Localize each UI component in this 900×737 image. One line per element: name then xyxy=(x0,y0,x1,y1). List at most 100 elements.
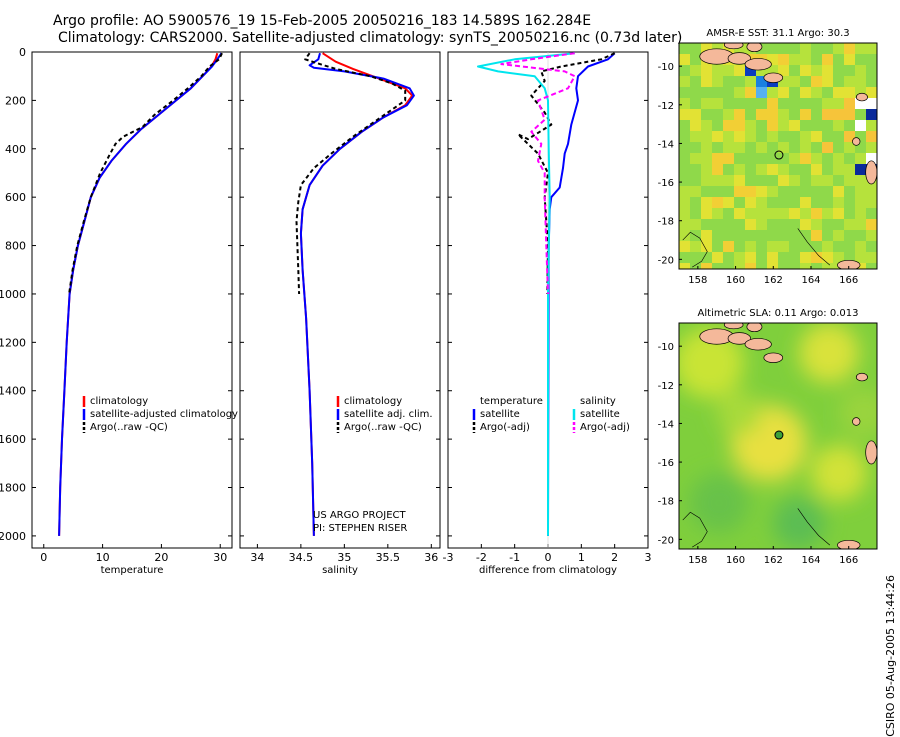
sst-cell xyxy=(712,208,723,219)
sst-cell xyxy=(844,120,855,131)
sst-cell xyxy=(679,43,690,54)
sst-cell xyxy=(811,98,822,109)
sst-cell xyxy=(712,252,723,263)
map-y-tick-label: -18 xyxy=(658,497,674,508)
sst-cell xyxy=(745,153,756,164)
sst-cell xyxy=(844,131,855,142)
sst-cell xyxy=(701,87,712,98)
sst-anomaly-cell xyxy=(855,164,866,175)
sst-cell xyxy=(756,109,767,120)
sst-cell xyxy=(789,109,800,120)
sst-cell xyxy=(690,109,701,120)
sst-cell xyxy=(833,164,844,175)
sst-cell xyxy=(679,175,690,186)
x-tick-label: 1 xyxy=(578,551,585,564)
sst-cell xyxy=(866,120,877,131)
sst-cell xyxy=(800,76,811,87)
legend-label: Argo(..raw -QC) xyxy=(344,422,422,433)
sst-cell xyxy=(789,263,800,269)
sst-cell xyxy=(822,263,833,269)
sst-cell xyxy=(745,87,756,98)
map-frame xyxy=(678,322,878,550)
sst-cell xyxy=(789,186,800,197)
sst-cell xyxy=(701,43,712,54)
sst-cell xyxy=(767,263,778,269)
sst-cell xyxy=(866,252,877,263)
sst-cell xyxy=(679,98,690,109)
sst-cell xyxy=(723,230,734,241)
sst-cell xyxy=(701,142,712,153)
sst-cell xyxy=(767,175,778,186)
y-tick-label: 200 xyxy=(5,94,26,107)
bathymetry-contour xyxy=(797,508,831,546)
x-tick-label: 2 xyxy=(611,551,618,564)
sst-cell xyxy=(789,76,800,87)
sst-anomaly-cell xyxy=(855,120,866,131)
sst-cell xyxy=(778,186,789,197)
sst-cell xyxy=(745,175,756,186)
sst-cell xyxy=(679,142,690,153)
map-y-tick-label: -12 xyxy=(658,101,674,112)
sst-cell xyxy=(822,87,833,98)
sst-cell xyxy=(789,98,800,109)
sst-cell xyxy=(844,98,855,109)
x-tick-label: 20 xyxy=(154,551,168,564)
sst-anomaly-cell xyxy=(866,109,877,120)
map-x-tick-label: 166 xyxy=(839,555,858,566)
sst-cell xyxy=(690,241,701,252)
map-y-tick-label: -20 xyxy=(658,255,674,266)
legend-label: climatology xyxy=(344,396,402,407)
sst-cell xyxy=(756,230,767,241)
y-tick-label: 400 xyxy=(5,143,26,156)
sst-cell xyxy=(844,76,855,87)
sst-cell xyxy=(822,197,833,208)
sst-cell xyxy=(712,197,723,208)
sst-cell xyxy=(855,153,866,164)
sst-cell xyxy=(767,197,778,208)
sst-cell xyxy=(712,164,723,175)
map-x-tick-label: 162 xyxy=(764,275,783,286)
legend-item: Argo(-adj) xyxy=(472,422,530,433)
sst-anomaly-cell xyxy=(855,98,866,109)
sst-cell xyxy=(767,87,778,98)
sst-cell xyxy=(778,153,789,164)
sst-cell xyxy=(734,142,745,153)
sst-cell xyxy=(679,230,690,241)
sst-cell xyxy=(745,164,756,175)
sst-cell xyxy=(800,164,811,175)
sst-cell xyxy=(800,197,811,208)
sst-cell xyxy=(723,76,734,87)
sst-cell xyxy=(723,164,734,175)
sst-cell xyxy=(822,109,833,120)
sst-cell xyxy=(822,142,833,153)
sst-cell xyxy=(723,98,734,109)
map-x-tick-label: 160 xyxy=(726,275,745,286)
sst-cell xyxy=(844,54,855,65)
island xyxy=(855,92,868,102)
sst-cell xyxy=(778,120,789,131)
sst-cell xyxy=(679,208,690,219)
legend-label: satellite adj. clim. xyxy=(344,409,433,420)
sst-cell xyxy=(679,54,690,65)
sst-cell xyxy=(690,142,701,153)
legend-item: satellite-adjusted climatology xyxy=(82,409,238,420)
sst-cell xyxy=(734,208,745,219)
map-title: Altimetric SLA: 0.11 Argo: 0.013 xyxy=(698,308,859,319)
sst-cell xyxy=(822,219,833,230)
sst-cell xyxy=(822,252,833,263)
sst-cell xyxy=(679,109,690,120)
sst-cell xyxy=(844,153,855,164)
temperature-profile-panel: 0 10 20 30 temperature 0 200 400 600 800 1000 1200 1… xyxy=(0,46,238,576)
sst-cell xyxy=(767,153,778,164)
y-tick-label: 600 xyxy=(5,191,26,204)
sst-cell xyxy=(745,219,756,230)
sst-cell xyxy=(767,109,778,120)
x-tick-label: 34 xyxy=(250,551,264,564)
series-line xyxy=(68,52,223,295)
sst-cell xyxy=(745,109,756,120)
map-x-tick-label: 158 xyxy=(688,275,707,286)
sst-anomaly-cell xyxy=(866,98,877,109)
sst-cell xyxy=(822,65,833,76)
sst-cell xyxy=(833,175,844,186)
sst-cell xyxy=(844,252,855,263)
